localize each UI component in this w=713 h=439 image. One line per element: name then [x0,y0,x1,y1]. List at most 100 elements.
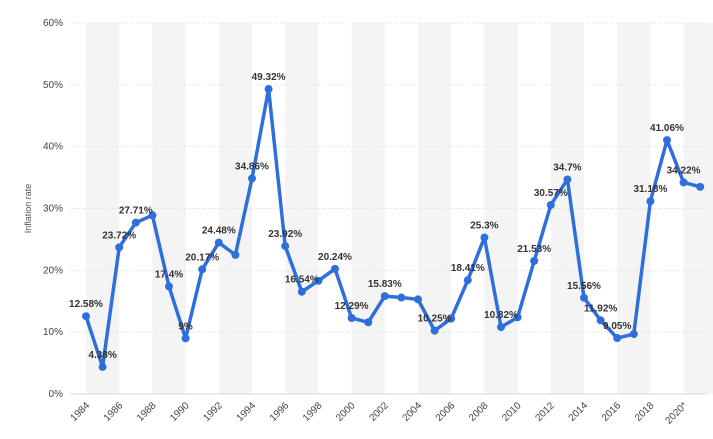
y-tick-label: 0% [49,389,64,400]
data-label: 10.82% [484,310,518,321]
data-point [380,292,389,301]
data-label: 20.17% [185,252,219,263]
grid-band [484,23,518,394]
data-point [497,323,505,332]
data-point [663,136,671,145]
data-point [596,316,605,325]
data-point [314,276,323,285]
data-label: 10.25% [418,314,452,325]
data-point [679,178,688,187]
data-point [198,265,207,274]
data-label: 25.3% [470,221,498,232]
data-point [82,312,90,321]
data-label: 41.06% [650,123,684,134]
x-tick-label: 2016 [600,400,624,424]
data-label: 11.92% [584,303,617,314]
x-tick-label: 2018 [633,400,657,424]
y-axis-label: Inflation rate [23,184,33,234]
data-label: 30.57% [534,188,568,199]
data-point [397,293,406,302]
data-label: 21.53% [517,244,551,255]
x-tick-label: 2006 [434,400,458,424]
data-point [530,256,539,265]
data-point [513,313,522,322]
x-tick-label: 2014 [567,400,591,424]
data-point [115,243,124,252]
data-label: 20.24% [318,252,352,263]
data-point [580,293,588,302]
x-tick-label: 2004 [401,400,425,424]
y-tick-label: 20% [43,265,63,276]
data-point [613,334,622,343]
data-label: 9.05% [603,321,631,332]
data-label: 9% [178,321,193,332]
data-point [165,282,173,291]
data-label: 23.92% [268,229,302,240]
data-point [148,211,157,220]
data-point [231,250,240,259]
data-point [98,362,107,371]
data-point [181,334,190,343]
x-tick-label: 2008 [467,400,491,424]
data-label: 27.71% [119,206,153,217]
y-tick-label: 60% [43,18,63,29]
y-tick-label: 40% [43,142,63,153]
data-point [480,233,489,242]
data-point [364,318,373,327]
data-point [447,314,456,323]
data-point [264,85,273,94]
x-tick-label: 1992 [201,400,225,424]
data-point [347,314,356,323]
grid-band [86,23,120,394]
data-point [629,330,638,339]
data-label: 18.41% [451,263,485,274]
data-label: 49.32% [252,72,286,83]
grid-band [550,23,584,394]
data-point [463,276,472,285]
data-label: 16.54% [285,275,319,286]
data-label: 34.7% [553,162,581,173]
x-tick-label: 2010 [500,400,524,424]
x-tick-label: 2020* [663,400,689,426]
data-point [281,242,290,251]
x-tick-label: 1986 [102,400,126,424]
data-label: 15.83% [368,279,402,290]
x-tick-label: 2002 [367,400,391,424]
data-label: 31.18% [633,184,667,195]
data-point [214,238,223,247]
data-label: 34.22% [667,165,701,176]
x-tick-label: 2000 [334,400,358,424]
data-point [430,326,439,335]
data-label: 24.48% [202,226,236,237]
x-tick-label: 1996 [268,400,292,424]
data-point [563,175,572,184]
data-point [297,287,306,296]
y-tick-label: 50% [43,80,63,91]
data-point [131,218,140,227]
series-line [84,87,702,369]
x-tick-label: 1994 [235,400,259,424]
x-tick-label: 1988 [135,400,159,424]
data-label: 23.72% [102,230,136,241]
data-point [696,182,705,191]
data-point [646,197,655,206]
data-label: 17.4% [155,269,183,280]
data-label: 4.38% [88,350,116,361]
grid-band [418,23,452,394]
data-label: 12.29% [335,301,369,312]
data-label: 12.58% [69,299,103,310]
data-point [331,264,339,273]
data-point [414,295,422,304]
data-label: 34.86% [235,161,269,172]
y-tick-label: 10% [43,327,63,338]
y-tick-label: 30% [43,204,63,215]
data-point [248,174,256,183]
x-tick-label: 2012 [533,400,557,424]
x-tick-label: 1990 [168,400,192,424]
data-point [546,200,555,209]
x-tick-label: 1998 [301,400,325,424]
x-tick-label: 1984 [69,400,93,424]
data-label: 15.56% [567,281,601,292]
